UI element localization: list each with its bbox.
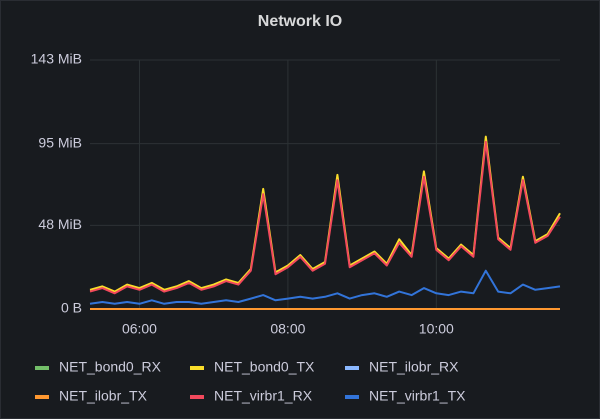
y-tick-label: 143 MiB	[31, 51, 82, 67]
y-tick-label: 95 MiB	[38, 134, 82, 150]
legend-label: NET_virbr1_TX	[369, 388, 466, 404]
x-tick-label: 06:00	[122, 321, 157, 337]
legend-label: NET_ilobr_RX	[369, 359, 459, 375]
y-tick-label: 48 MiB	[38, 216, 82, 232]
series-line	[89, 269, 561, 305]
series-line	[89, 140, 561, 295]
y-tick-label: 0 B	[61, 300, 82, 316]
legend-label: NET_bond0_RX	[59, 359, 162, 375]
chart-title: Network IO	[258, 13, 342, 30]
legend-label: NET_virbr1_RX	[214, 388, 313, 404]
x-tick-label: 10:00	[419, 321, 454, 337]
x-tick-label: 08:00	[270, 321, 305, 337]
legend-label: NET_bond0_TX	[214, 359, 315, 375]
legend-label: NET_ilobr_TX	[59, 388, 148, 404]
